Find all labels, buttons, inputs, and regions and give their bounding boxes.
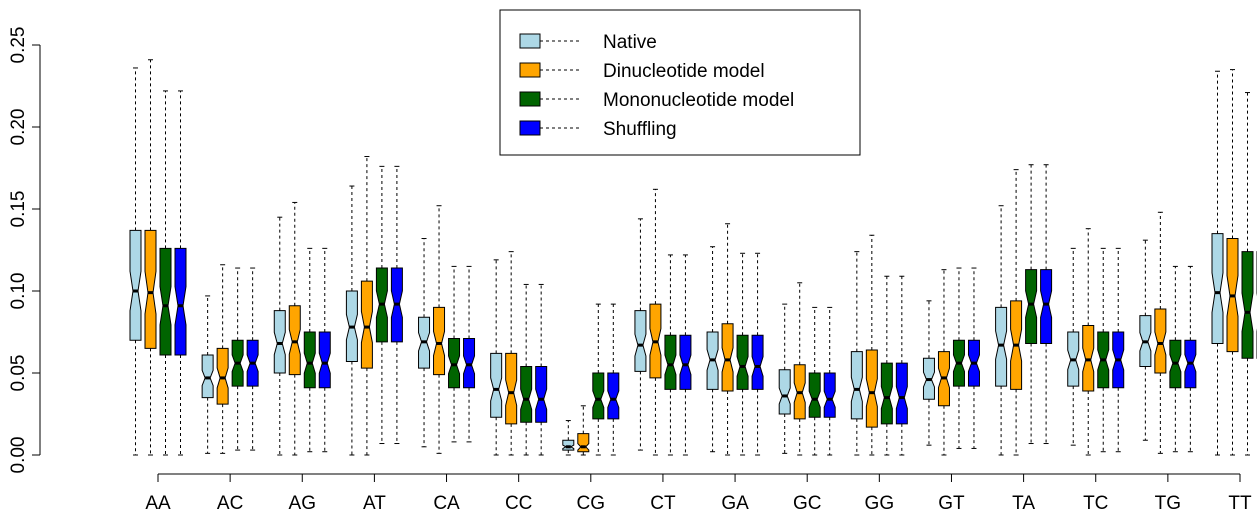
box [490,352,503,418]
box [303,331,316,389]
x-tick-label: TC [1083,493,1108,514]
legend-swatch [519,91,541,107]
legend-swatch [519,33,541,49]
box [1082,324,1095,392]
box [159,247,172,356]
box [592,372,605,420]
legend-label: Mononucleotide model [603,90,794,111]
box [144,229,157,349]
box [808,372,821,418]
box [721,323,734,392]
x-tick-label: AA [145,493,171,514]
legend-swatch [519,62,541,78]
box [273,310,286,374]
box [751,334,764,390]
y-tick-label: 0.20 [8,109,29,146]
box [129,229,142,341]
y-tick-label: 0.10 [8,273,29,310]
box [463,338,476,389]
box [778,369,791,415]
box [520,365,533,423]
box [216,347,229,405]
box [318,331,331,389]
box [895,362,908,425]
x-tick-label: AG [289,493,316,514]
box [433,306,446,376]
box [1241,251,1254,359]
legend-label: Shuffling [603,119,677,140]
box [664,334,677,390]
x-tick-label: CA [433,493,460,514]
box [448,338,461,389]
box [634,310,647,372]
x-tick-label: GT [938,493,965,514]
legend-box [499,9,861,156]
box [1154,308,1167,374]
box [360,280,373,369]
x-tick-label: AT [363,493,386,514]
legend-label: Native [603,32,657,53]
box [562,439,575,451]
box [288,305,301,376]
x-tick-label: AC [217,493,243,514]
box [995,306,1008,387]
box [823,372,836,418]
box [1025,269,1038,344]
box [679,334,692,390]
x-tick-label: CG [577,493,606,514]
x-tick-label: TA [1012,493,1035,514]
x-tick-label: GG [865,493,895,514]
box [736,334,749,390]
box [865,349,878,428]
x-tick-label: TG [1155,493,1181,514]
x-tick-label: GA [721,493,749,514]
y-tick-label: 0.05 [8,355,29,392]
x-tick-label: CC [505,493,532,514]
y-tick-label: 0.25 [8,27,29,64]
legend-label: Dinucleotide model [603,61,765,82]
box [577,433,590,453]
x-tick-label: TT [1228,493,1252,514]
box [880,362,893,425]
box [535,365,548,423]
box [607,372,620,420]
box [850,351,863,420]
x-tick-label: CT [650,493,676,514]
y-tick-label: 0.00 [8,437,29,474]
x-tick-label: GC [793,493,822,514]
box [1211,233,1224,344]
box [505,352,518,425]
box [201,354,214,399]
box [1040,269,1053,344]
legend-swatch [519,120,541,136]
y-tick-label: 0.15 [8,191,29,228]
box [174,247,187,356]
